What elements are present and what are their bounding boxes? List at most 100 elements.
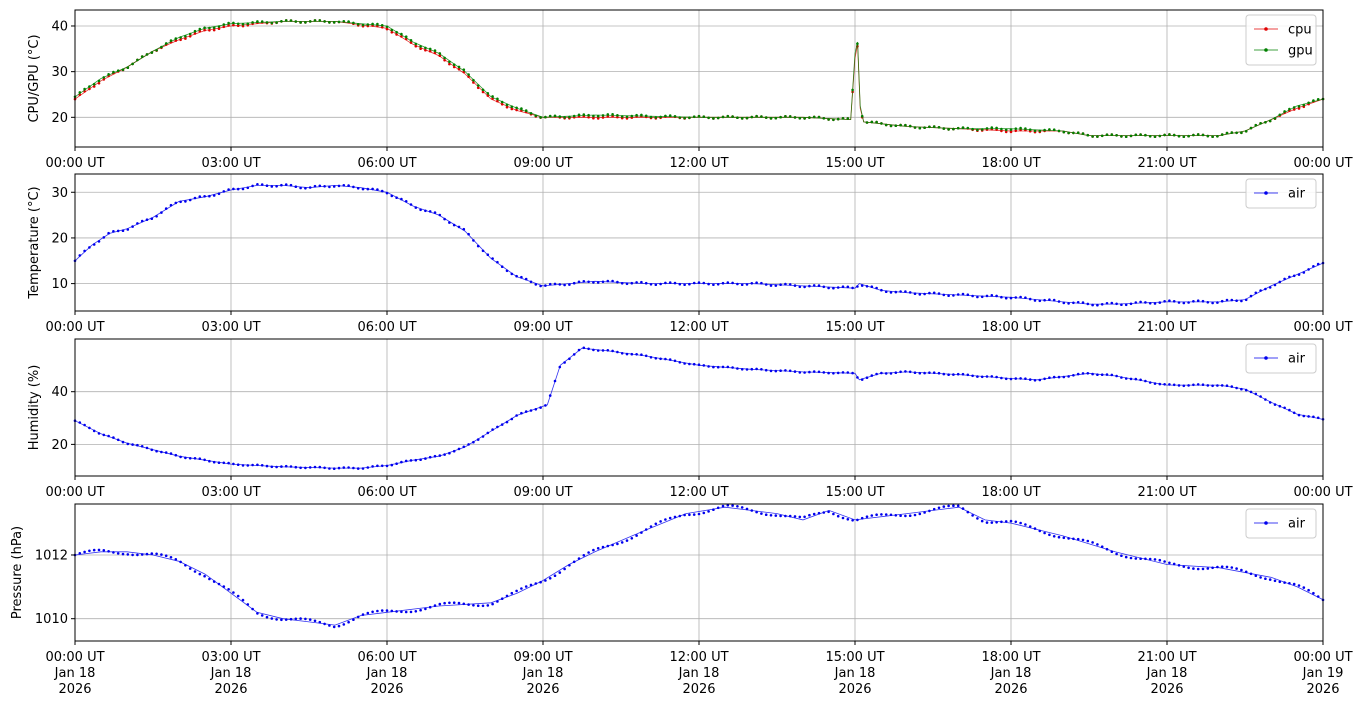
data-point xyxy=(932,291,936,295)
data-point xyxy=(548,114,552,118)
data-point xyxy=(721,115,725,119)
data-point xyxy=(457,447,461,451)
data-point xyxy=(534,114,538,118)
data-point xyxy=(1163,560,1166,563)
data-point xyxy=(332,625,336,629)
data-point xyxy=(668,358,672,361)
data-point xyxy=(1052,128,1056,131)
data-point xyxy=(203,574,206,578)
data-point xyxy=(544,404,547,407)
data-point xyxy=(784,282,787,286)
data-point xyxy=(188,32,192,36)
data-point xyxy=(356,615,360,619)
data-point xyxy=(1268,286,1272,289)
data-point xyxy=(227,24,230,27)
data-point xyxy=(116,438,120,442)
data-point xyxy=(750,115,754,119)
data-point xyxy=(1110,301,1114,305)
data-point xyxy=(544,284,547,287)
data-point xyxy=(654,116,658,119)
data-point xyxy=(630,114,634,118)
data-point xyxy=(1302,414,1306,418)
data-point xyxy=(683,116,686,120)
data-point xyxy=(692,362,696,366)
data-point xyxy=(1172,133,1176,137)
data-point xyxy=(582,280,586,283)
data-point xyxy=(788,115,792,118)
data-point xyxy=(1316,416,1320,420)
data-point xyxy=(438,52,442,55)
data-point xyxy=(232,187,235,191)
data-point xyxy=(865,121,869,124)
data-point xyxy=(822,285,826,289)
data-point xyxy=(620,115,624,118)
data-point xyxy=(884,513,888,516)
data-point xyxy=(395,30,398,34)
data-point xyxy=(731,115,734,118)
data-point xyxy=(1139,378,1142,382)
data-point xyxy=(438,454,442,457)
data-point xyxy=(635,534,638,537)
data-point xyxy=(251,607,254,611)
data-point xyxy=(1168,299,1171,303)
data-point xyxy=(1129,556,1133,560)
data-point xyxy=(486,253,490,256)
data-point xyxy=(947,373,950,377)
data-point xyxy=(1201,383,1205,387)
data-point xyxy=(505,420,509,424)
data-point xyxy=(688,282,691,286)
data-point xyxy=(400,197,403,201)
data-point xyxy=(664,281,667,285)
x-tick-label: 06:00 UT xyxy=(357,320,416,335)
data-point xyxy=(836,117,840,121)
data-point xyxy=(1259,395,1262,398)
data-point xyxy=(1019,377,1022,380)
data-point xyxy=(1048,376,1051,380)
data-point xyxy=(1292,582,1296,586)
y-axis-label: Humidity (%) xyxy=(27,365,42,451)
series-markers-gpu xyxy=(73,19,1325,138)
data-point xyxy=(788,369,792,373)
data-point xyxy=(1206,134,1210,138)
data-point xyxy=(760,115,763,118)
data-point xyxy=(184,35,187,38)
data-point xyxy=(414,458,418,462)
data-point xyxy=(361,23,365,27)
data-point xyxy=(395,33,398,36)
data-point xyxy=(1139,557,1142,560)
data-point xyxy=(640,280,643,284)
data-point xyxy=(1057,129,1061,133)
data-point xyxy=(1048,298,1051,302)
data-point xyxy=(1302,103,1306,107)
data-point xyxy=(808,513,811,517)
data-point xyxy=(1196,133,1200,136)
data-point xyxy=(692,281,696,285)
data-point xyxy=(1163,133,1166,137)
data-point xyxy=(160,450,163,454)
data-point xyxy=(1043,531,1046,535)
data-point xyxy=(1057,375,1061,379)
x-tick-date: Jan 18 xyxy=(210,666,252,681)
data-point xyxy=(140,55,144,58)
data-point xyxy=(179,200,182,204)
data-point xyxy=(1172,383,1176,387)
data-point xyxy=(1244,298,1248,302)
data-point xyxy=(121,68,125,71)
data-point xyxy=(212,460,216,464)
data-point xyxy=(481,88,485,92)
data-point xyxy=(1129,134,1133,138)
data-point xyxy=(558,283,562,286)
data-point xyxy=(496,99,499,103)
data-point xyxy=(179,36,182,39)
data-point xyxy=(510,107,514,111)
data-point xyxy=(438,602,442,606)
data-point xyxy=(1307,101,1310,105)
data-point xyxy=(534,582,538,585)
data-point xyxy=(611,349,614,353)
data-point xyxy=(1201,299,1205,303)
data-point xyxy=(208,459,211,463)
data-point xyxy=(390,31,394,34)
data-point xyxy=(534,408,538,411)
data-point xyxy=(846,371,850,374)
